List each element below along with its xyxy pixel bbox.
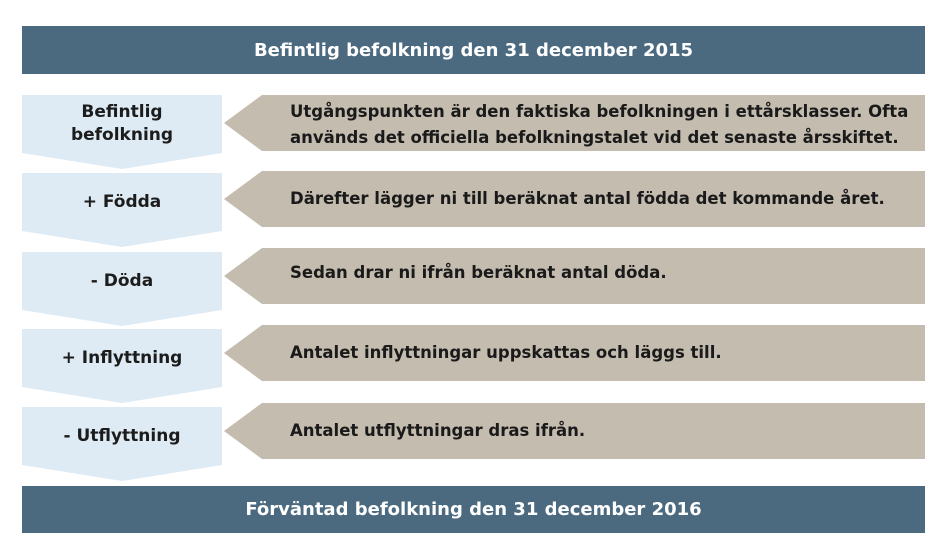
description-befintlig: Utgångspunkten är den faktiska befolknin… [224, 95, 925, 151]
header-bar: Befintlig befolkning den 31 december 201… [22, 26, 925, 74]
step-chevron-shape [22, 252, 222, 326]
step-inflyttning: + Inflyttning [22, 329, 222, 403]
description-fodda: Därefter lägger ni till beräknat antal f… [224, 171, 925, 227]
footer-bar: Förväntad befolkning den 31 december 201… [22, 486, 925, 533]
step-doda: - Döda [22, 252, 222, 326]
step-label: - Utflyttning [63, 425, 181, 446]
step-chevron-shape [22, 173, 222, 247]
description-utflyttning: Antalet utflyttningar dras ifrån. [224, 403, 925, 459]
step-chevron-shape [22, 407, 222, 481]
step-befintlig: Befintlig befolkning [22, 95, 222, 169]
description-inflyttning: Antalet inflyttningar uppskattas och läg… [224, 325, 925, 381]
description-text: Antalet utflyttningar dras ifrån. [290, 421, 586, 440]
description-doda: Sedan drar ni ifrån beräknat antal döda. [224, 248, 925, 304]
step-label: + Inflyttning [61, 347, 183, 368]
step-utflyttning: - Utflyttning [22, 407, 222, 481]
step-chevron-shape [22, 95, 222, 169]
step-chevron-shape [22, 329, 222, 403]
description-text: Sedan drar ni ifrån beräknat antal döda. [290, 263, 667, 282]
description-arrow-shape [224, 325, 925, 381]
header-title: Befintlig befolkning den 31 december 201… [253, 39, 694, 61]
description-arrow-shape [224, 403, 925, 459]
step-label: + Födda [82, 191, 162, 212]
description-arrow-shape [224, 95, 925, 151]
description-text: Utgångspunkten är den faktiska befolknin… [290, 102, 909, 147]
step-fodda: + Födda [22, 173, 222, 247]
step-label: - Döda [90, 270, 154, 291]
description-text: Antalet inflyttningar uppskattas och läg… [290, 343, 722, 362]
step-label: Befintlig befolkning [70, 102, 174, 145]
description-arrow-shape [224, 248, 925, 304]
footer-title: Förväntad befolkning den 31 december 201… [245, 499, 702, 520]
description-text: Därefter lägger ni till beräknat antal f… [290, 189, 885, 208]
description-arrow-shape [224, 171, 925, 227]
